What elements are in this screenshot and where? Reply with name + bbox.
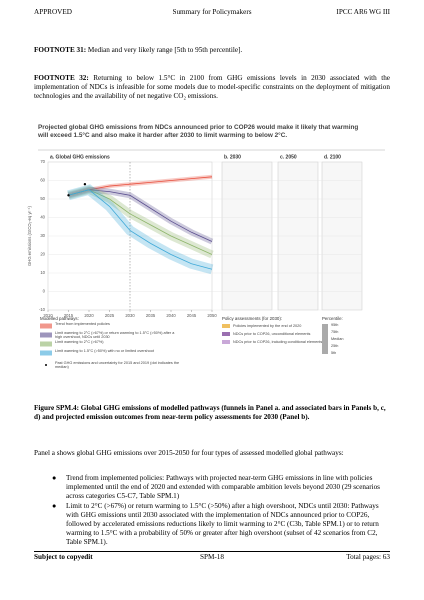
legend-entry-box: Limit warming to 1.5°C (>50%) with no or… <box>55 349 154 353</box>
legend-entry-box: Limit warming to 2°C (>67%) or return wa… <box>55 331 175 340</box>
legend-dot <box>45 364 47 366</box>
footer-right: Total pages: 63 <box>346 553 390 561</box>
footnote: FOOTNOTE 32: Returning to below 1.5°C in… <box>34 74 390 101</box>
legend-entry: Limit warming to 2°C (>67%) <box>55 340 104 344</box>
legend-entry-box: Trend from implemented policies <box>55 322 110 326</box>
header-left: APPROVED <box>34 8 72 16</box>
median-line <box>68 189 213 255</box>
bullet: Trend from implemented policies: Pathway… <box>66 474 380 500</box>
caption: Figure SPM.4: Global GHG emissions of mo… <box>34 404 386 421</box>
y-tick-label: 30 <box>40 233 45 238</box>
panel-label: b. 2030 <box>224 154 241 160</box>
past-legend-box: Past GHG emissions and uncertainty for 2… <box>55 361 180 370</box>
footnote-label: FOOTNOTE 31: <box>34 46 87 54</box>
figure-title: Projected global GHG emissions from NDCs… <box>38 124 359 139</box>
intro: Panel a shows global GHG emissions over … <box>34 449 344 457</box>
footnote: FOOTNOTE 31: Median and very likely rang… <box>34 46 390 55</box>
legend-entry: NDCs prior to COP26, unconditional eleme… <box>233 332 311 336</box>
past-emission <box>67 194 70 197</box>
x-tick-label: 2010 <box>43 313 53 318</box>
footnote-text: Returning to below 1.5°C in 2100 from GH… <box>34 74 390 100</box>
percentile-label: 25th <box>331 344 338 348</box>
x-tick-label: 2050 <box>207 313 217 318</box>
header-center: Summary for Policymakers <box>172 8 252 16</box>
y-axis-label: GHG emissions (GtCO₂-eq yr⁻¹) <box>27 205 32 266</box>
footer-left: Subject to copyedit <box>34 553 93 561</box>
legend-title: Modelled pathways: <box>40 316 79 321</box>
x-tick-label: 2045 <box>187 313 197 318</box>
x-tick-label: 2015 <box>64 313 74 318</box>
y-tick-label: 50 <box>40 196 45 201</box>
x-tick-label: 2030 <box>125 313 135 318</box>
y-tick-label: 20 <box>40 252 45 257</box>
y-tick-label: 60 <box>40 178 45 183</box>
footer-center: SPM-18 <box>200 553 224 561</box>
legend-swatch <box>222 332 230 336</box>
x-tick-label: 2020 <box>84 313 94 318</box>
percentile-label: 95th <box>331 323 338 327</box>
legend-swatch <box>222 340 230 344</box>
y-tick-label: 0 <box>43 289 46 294</box>
legend-swatch <box>222 324 230 328</box>
bullet-dot: ● <box>52 474 57 482</box>
header-right: IPCC AR6 WG III <box>336 8 390 16</box>
bullet-dot: ● <box>52 502 57 510</box>
percentile-label: 75th <box>331 330 338 334</box>
x-tick-label: 2035 <box>146 313 156 318</box>
percentile-label: 5th <box>331 351 336 355</box>
y-tick-label: 40 <box>40 215 45 220</box>
legend-entry: NDCs prior to COP26, including condition… <box>233 340 322 344</box>
past-emission <box>83 183 87 186</box>
legend-entry: Limit warming to 1.5°C (>50%) with no or… <box>55 349 154 353</box>
panel-label: c. 2050 <box>280 154 297 160</box>
figure: Projected global GHG emissions from NDCs… <box>27 124 385 370</box>
legend-entry: Past GHG emissions and uncertainty for 2… <box>55 361 180 370</box>
panel-label: d. 2100 <box>324 154 341 160</box>
percentile-label: Median <box>331 337 343 341</box>
x-tick-label: 2025 <box>105 313 115 318</box>
legend-swatch <box>40 332 52 338</box>
footer-rule <box>34 551 390 552</box>
legend-entry: Policies implemented by the end of 2020 <box>233 324 301 328</box>
y-tick-label: 10 <box>40 270 45 275</box>
median-line <box>68 189 213 242</box>
footnote-label: FOOTNOTE 32: <box>34 74 89 82</box>
legend-title: Percentile: <box>322 316 343 321</box>
legend-swatch <box>40 323 52 329</box>
legend-entry: Limit warming to 2°C (>67%) or return wa… <box>55 331 175 340</box>
legend-title: Policy assessments (for 2030): <box>222 316 282 321</box>
legend-entry: Trend from implemented policies <box>55 322 110 326</box>
panel-label: a. Global GHG emissions <box>50 154 110 160</box>
y-tick-label: 70 <box>40 159 45 164</box>
footnote-text: Median and very likely range [5th to 95t… <box>87 46 243 54</box>
median-line <box>68 176 213 196</box>
percentile-bar <box>322 324 328 354</box>
y-tick-label: -10 <box>39 307 46 312</box>
bullet: Limit to 2°C (>67%) or return warming to… <box>66 502 379 546</box>
legend-swatch <box>40 350 52 356</box>
legend-entry-box: Limit warming to 2°C (>67%) <box>55 340 104 344</box>
median-line <box>68 189 213 270</box>
legend-swatch <box>40 341 52 347</box>
x-tick-label: 2040 <box>166 313 176 318</box>
